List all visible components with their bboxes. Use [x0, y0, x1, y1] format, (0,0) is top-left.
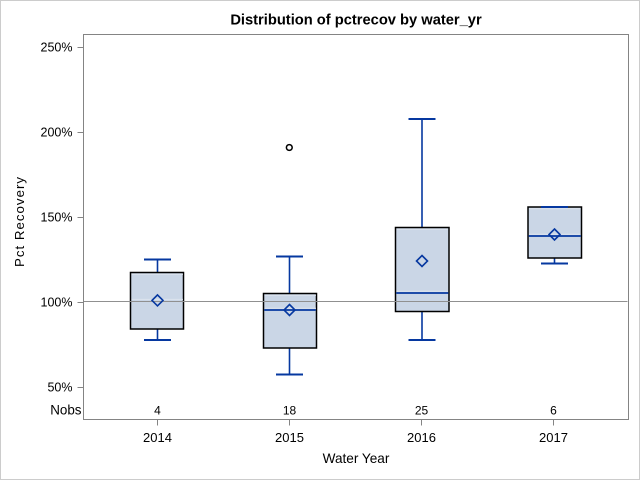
- svg-text:50%: 50%: [47, 380, 72, 394]
- svg-text:Nobs: Nobs: [50, 403, 82, 418]
- svg-text:25: 25: [415, 404, 429, 418]
- svg-text:100%: 100%: [41, 295, 73, 309]
- svg-text:250%: 250%: [41, 40, 73, 54]
- svg-text:Distribution of pctrecov by wa: Distribution of pctrecov by water_yr: [230, 13, 482, 29]
- svg-text:2017: 2017: [539, 430, 568, 445]
- svg-text:18: 18: [283, 404, 297, 418]
- svg-text:2016: 2016: [407, 430, 436, 445]
- svg-text:6: 6: [550, 404, 557, 418]
- svg-text:150%: 150%: [41, 210, 73, 224]
- svg-text:4: 4: [154, 404, 161, 418]
- svg-text:Water Year: Water Year: [323, 451, 390, 466]
- svg-text:200%: 200%: [41, 125, 73, 139]
- svg-text:2014: 2014: [143, 430, 172, 445]
- svg-text:Pct Recovery: Pct Recovery: [12, 176, 27, 267]
- svg-text:2015: 2015: [275, 430, 304, 445]
